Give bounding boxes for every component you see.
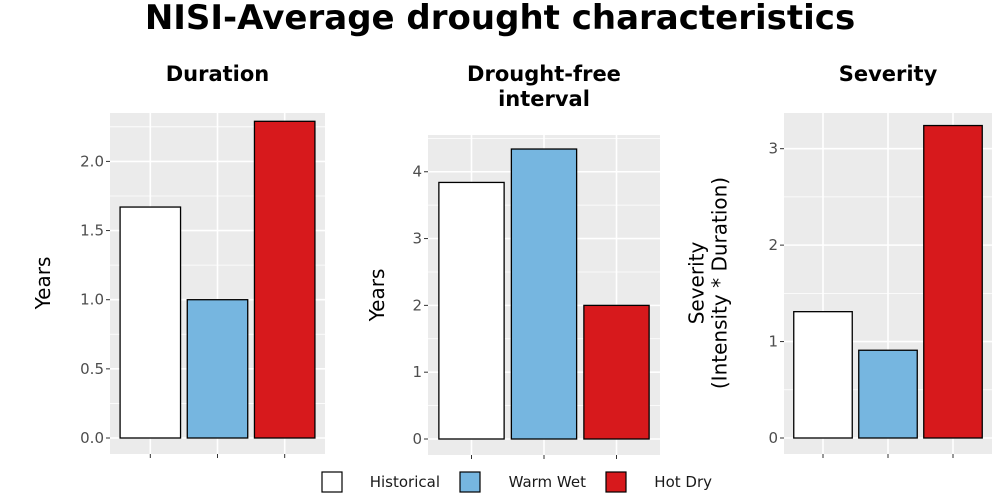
panel-2: 0 1 2 3 Severity Severity(Intensity * Duratio…	[685, 62, 992, 458]
legend-key	[459, 471, 481, 493]
panel-title: Duration	[166, 62, 270, 86]
bar	[438, 181, 505, 440]
y-tick-label: 4	[412, 163, 422, 181]
bar	[186, 299, 249, 439]
y-axis-label: Years	[365, 269, 389, 323]
legend-label: Hot Dry	[654, 473, 712, 491]
y-axis-label: Years	[31, 257, 55, 311]
legend-label: Warm Wet	[509, 473, 587, 491]
y-tick-label: 2	[768, 236, 778, 254]
bar	[793, 311, 853, 439]
y-tick-label: 1	[412, 363, 422, 381]
y-tick-label: 2.0	[80, 152, 104, 170]
bar	[923, 124, 983, 439]
y-tick-label: 0	[768, 429, 778, 447]
legend-label: Historical	[370, 473, 440, 491]
legend-key	[605, 471, 627, 493]
panel-title: Severity	[839, 62, 938, 86]
panel-title: interval	[498, 87, 590, 111]
bar	[253, 120, 316, 439]
y-tick-label: 2	[412, 296, 422, 314]
bar	[119, 206, 182, 439]
bar	[858, 349, 918, 439]
legend: Historical Warm Wet Hot Dry	[321, 471, 712, 493]
y-tick-label: 1.0	[80, 291, 104, 309]
chart-title: NISI-Average drought characteristics	[145, 0, 855, 38]
y-tick-label: 3	[412, 230, 422, 248]
panels: 0.0 0.5 1.0 1.5 2.0 Duration Years 0 1 2 3 4 Drought…	[31, 62, 992, 459]
y-tick-label: 0.0	[80, 429, 104, 447]
bar	[583, 304, 650, 440]
bar	[510, 148, 578, 440]
y-tick-label: 1.5	[80, 222, 104, 240]
y-tick-label: 0	[412, 430, 422, 448]
y-tick-label: 1	[768, 333, 778, 351]
panel-0: 0.0 0.5 1.0 1.5 2.0 Duration Years	[31, 62, 325, 458]
y-tick-label: 0.5	[80, 360, 104, 378]
y-axis-label: Severity(Intensity * Duration)	[685, 177, 732, 389]
panel-title: Drought-free	[467, 62, 621, 86]
legend-key	[321, 471, 343, 493]
y-tick-label: 3	[768, 140, 778, 158]
